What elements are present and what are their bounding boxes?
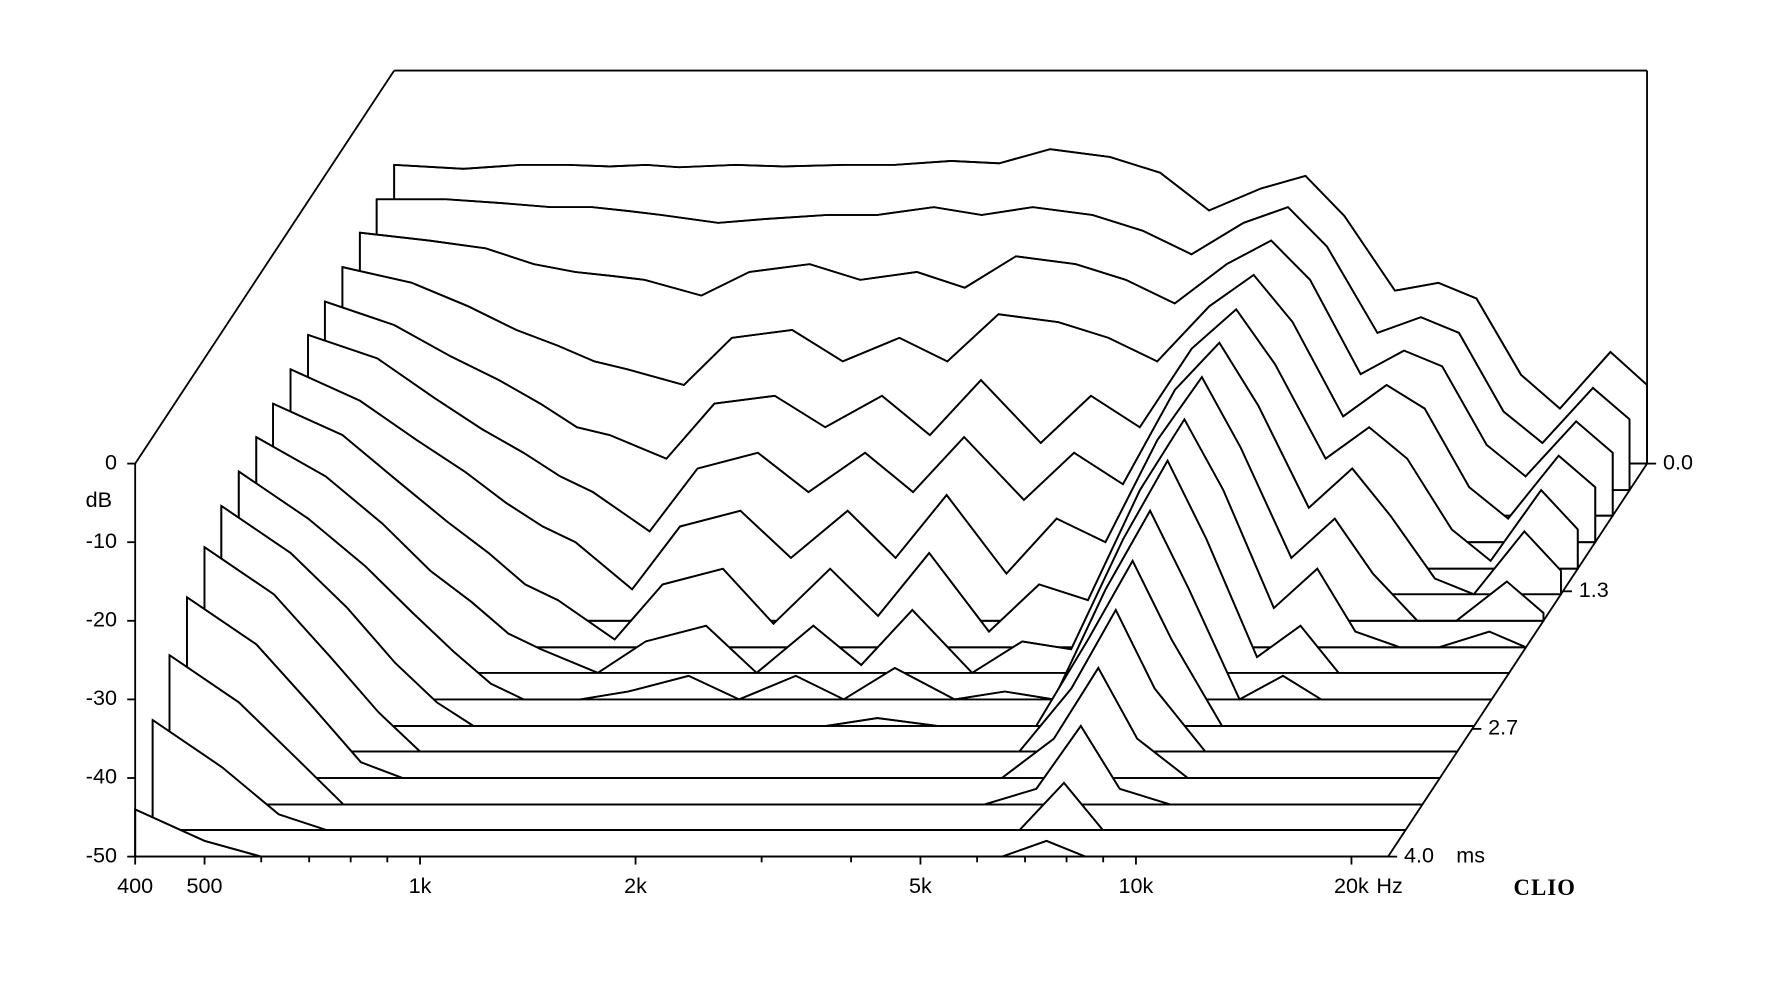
- slices: [134, 148, 1648, 858]
- slice-curve: [186, 596, 1440, 779]
- slice-curve: [203, 546, 1458, 753]
- slice-curve: [359, 231, 1614, 478]
- axis-line: [1387, 463, 1648, 858]
- slice-curve: [376, 198, 1631, 445]
- slice-curve: [272, 402, 1527, 649]
- y-tick-label: 0: [105, 449, 117, 474]
- x-tick-label: 500: [187, 873, 223, 898]
- y-tick-label: -10: [86, 528, 117, 553]
- slice-curve: [290, 368, 1545, 622]
- z-tick-label: 4.0: [1404, 842, 1434, 867]
- brand: CLIO: [1514, 875, 1577, 900]
- x-tick-label: 5k: [909, 873, 932, 898]
- x-tick-label: 20k: [1334, 873, 1369, 898]
- y-tick-label: -50: [86, 842, 117, 867]
- x-tick-label: 2k: [624, 873, 647, 898]
- x-axis-label: Hz: [1376, 873, 1402, 898]
- slice-curve: [238, 470, 1492, 701]
- z-tick-label: 2.7: [1488, 715, 1518, 740]
- z-axis-label: ms: [1456, 842, 1485, 867]
- x-tick-label: 10k: [1119, 873, 1154, 898]
- y-axis-label: dB: [86, 487, 112, 512]
- z-tick-label: 1.3: [1579, 577, 1609, 602]
- y-tick-label: -20: [86, 606, 117, 631]
- y-tick-label: -30: [86, 685, 117, 710]
- slice-curve: [324, 300, 1579, 563]
- slice-curve: [342, 266, 1596, 520]
- y-tick-label: -40: [86, 764, 117, 789]
- x-tick-label: 1k: [409, 873, 432, 898]
- slice-curve: [307, 334, 1562, 596]
- z-tick-label: 0.0: [1663, 449, 1693, 474]
- frame-edge: [134, 70, 395, 465]
- slice-curve: [394, 148, 1648, 410]
- x-tick-label: 400: [117, 873, 153, 898]
- slice-curve: [255, 436, 1510, 675]
- slice-curve: [220, 505, 1475, 727]
- slice-curve: [152, 719, 1406, 831]
- slice-curve: [168, 654, 1423, 806]
